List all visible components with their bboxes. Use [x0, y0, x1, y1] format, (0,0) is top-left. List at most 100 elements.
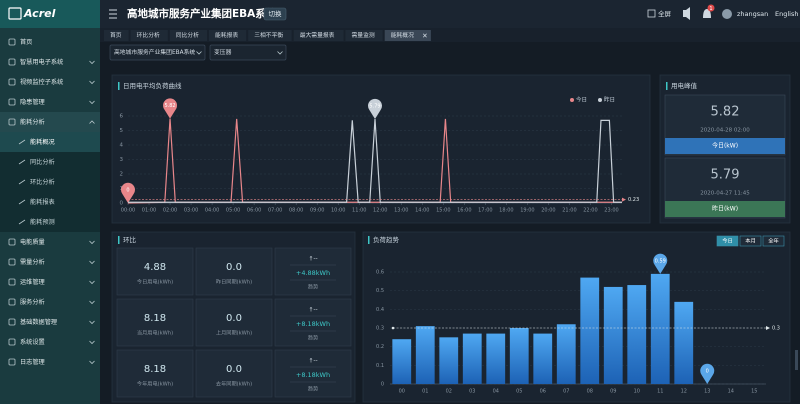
trend-value: +8.18kWh [296, 320, 330, 328]
panel-title: 负荷趋势 [373, 235, 400, 244]
bell-icon[interactable] [703, 9, 711, 18]
period-button[interactable] [739, 235, 762, 247]
fullscreen-label[interactable]: 全屏 [658, 9, 672, 18]
tab[interactable] [293, 30, 344, 41]
chevron [277, 51, 283, 55]
period-button[interactable] [762, 235, 785, 247]
tab[interactable] [209, 30, 247, 41]
avatar[interactable] [722, 9, 732, 19]
menu-icon [8, 78, 16, 86]
chevron [89, 100, 95, 105]
period-label[interactable]: 本月 [745, 237, 756, 245]
submenu-item[interactable]: 能耗预测 [30, 218, 55, 226]
peak-time: 2020-04-28 02:00 [700, 128, 750, 134]
language[interactable]: English [775, 10, 798, 18]
bar [674, 301, 694, 384]
chevron [89, 360, 95, 365]
tab[interactable] [130, 30, 168, 41]
legend-swatch[interactable] [598, 98, 602, 102]
filter-select[interactable] [209, 44, 287, 61]
tab[interactable] [345, 30, 383, 41]
tab-label[interactable]: 首页 [110, 31, 122, 39]
x-tick-label: 10 [634, 389, 640, 395]
fullscreen-icon[interactable] [647, 9, 656, 18]
tab-label[interactable]: 三相不平衡 [254, 31, 283, 39]
yesterday-button[interactable] [665, 201, 785, 217]
menu-item[interactable]: 电能质量 [20, 238, 45, 246]
menu-icon [8, 98, 16, 106]
tab-close[interactable] [422, 33, 427, 38]
menu-item[interactable]: 运维管理 [20, 278, 45, 286]
title-marker [118, 82, 120, 90]
x-tick-label: 19:00 [520, 208, 534, 214]
tab-label[interactable]: 最大需量报表 [300, 31, 335, 39]
bar [439, 337, 459, 384]
period-label[interactable]: 今日 [722, 237, 733, 245]
period-label[interactable]: 全年 [768, 237, 779, 245]
menu-item[interactable]: 隐患管理 [20, 98, 45, 106]
tab-label[interactable]: 同比分析 [176, 31, 199, 39]
y-tick-label: 3 [120, 157, 124, 163]
legend-label[interactable]: 今日 [576, 96, 587, 104]
legend-label[interactable]: 昨日 [604, 96, 615, 104]
ratio-card [274, 349, 352, 398]
menu-item[interactable]: 首页 [20, 38, 32, 46]
bar [627, 285, 647, 384]
menu-item[interactable]: 服务分析 [20, 298, 45, 306]
tab-label[interactable]: 能耗概况 [391, 31, 414, 39]
tab-label[interactable]: 能耗报表 [215, 31, 238, 39]
x-tick-label: 12:00 [373, 208, 387, 214]
x-tick-label: 07:00 [268, 208, 282, 214]
x-tick-label: 14 [728, 389, 734, 395]
x-tick-label: 22:00 [583, 208, 597, 214]
menu-icon [8, 258, 16, 266]
menu-item[interactable]: 日志管理 [20, 358, 45, 366]
chevron [89, 300, 95, 305]
system-title: 高地城市服务产业集团EBA系统 [127, 7, 277, 20]
tab[interactable] [104, 30, 129, 41]
bar [486, 333, 506, 384]
menu-item[interactable]: 需量分析 [20, 258, 45, 266]
today-button[interactable] [665, 138, 785, 154]
submenu-bg [0, 212, 100, 232]
tab[interactable] [248, 30, 292, 41]
menu-icon [8, 338, 16, 346]
submenu-active-bg [0, 132, 100, 152]
x-tick-label: 06 [540, 389, 546, 395]
switch-button[interactable] [263, 7, 287, 21]
menu-item[interactable]: 基础数据管理 [20, 318, 57, 326]
x-tick-label: 05 [516, 389, 522, 395]
submenu-item[interactable]: 环比分析 [30, 178, 55, 186]
submenu-item[interactable]: 同比分析 [30, 158, 55, 166]
tab[interactable] [169, 30, 207, 41]
x-tick-label: 18:00 [499, 208, 513, 214]
tab-label[interactable]: 需量监测 [352, 31, 375, 39]
menu-item[interactable]: 智慧用电子系统 [20, 58, 63, 66]
value-pin [653, 253, 668, 274]
menu-item[interactable]: 系统设置 [20, 338, 45, 346]
submenu-item[interactable]: 能耗报表 [30, 198, 55, 206]
user-name[interactable]: zhangsan [737, 10, 768, 18]
legend-swatch[interactable] [570, 98, 574, 102]
menu-icon [8, 318, 16, 326]
menu-item[interactable]: 视频监控子系统 [20, 78, 63, 86]
ratio-card [116, 349, 194, 398]
sound-icon[interactable] [683, 7, 690, 20]
ratio-card [116, 247, 194, 296]
tab-active[interactable] [384, 30, 431, 41]
x-tick-label: 03 [469, 389, 475, 395]
menu-toggle[interactable] [109, 9, 117, 19]
ratio-card [274, 247, 352, 296]
yesterday-button-label: 昨日(kW) [712, 205, 738, 213]
menu-item[interactable]: 能耗分析 [20, 118, 45, 126]
x-tick-label: 01 [422, 389, 428, 395]
period-button-active[interactable] [716, 235, 739, 247]
filter-select[interactable] [109, 44, 206, 61]
pin-label: 5.79 [369, 104, 380, 110]
scrollbar[interactable] [795, 350, 798, 370]
submenu-item[interactable]: 能耗概况 [30, 138, 55, 146]
tab-label[interactable]: 环比分析 [137, 31, 160, 39]
ratio-value: 8.18 [144, 364, 166, 375]
trend-symbol: ↑-- [308, 307, 317, 314]
